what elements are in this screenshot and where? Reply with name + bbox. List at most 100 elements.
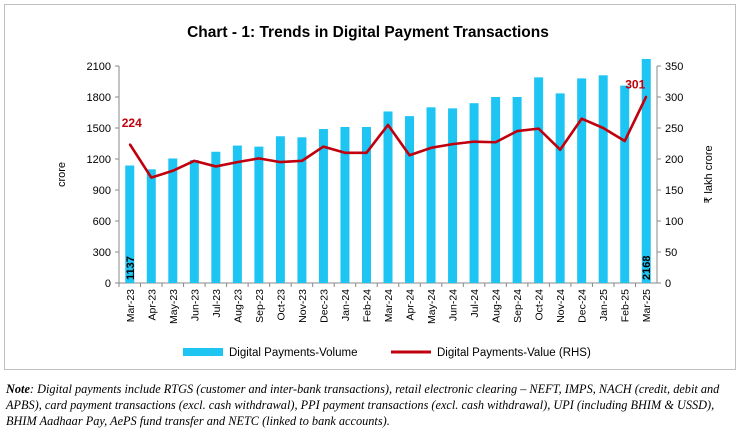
right-tick-label: 250 xyxy=(665,123,683,135)
x-tick-label: Aug-24 xyxy=(491,289,503,323)
x-tick-label: Sep-24 xyxy=(512,289,524,323)
volume-bar xyxy=(168,158,178,283)
value-point xyxy=(559,148,561,151)
x-tick-label: Jun-23 xyxy=(189,289,201,321)
legend-label-value: Digital Payments-Value (RHS) xyxy=(437,347,591,359)
x-tick-label: May-23 xyxy=(168,289,180,324)
x-tick-label: Jun-24 xyxy=(448,289,460,321)
value-point xyxy=(128,143,131,145)
legend-label-volume: Digital Payments-Volume xyxy=(229,347,357,359)
volume-bar xyxy=(598,75,608,283)
left-tick-label: 300 xyxy=(93,247,111,259)
right-axis-title: ₹ lakh crore xyxy=(703,145,715,203)
value-point xyxy=(408,154,411,157)
x-tick-label: Dec-23 xyxy=(318,289,330,323)
value-point xyxy=(150,176,153,179)
left-tick-label: 0 xyxy=(105,278,111,290)
value-point xyxy=(430,147,432,149)
volume-bar xyxy=(534,77,544,283)
left-tick-label: 1500 xyxy=(87,123,111,135)
x-tick-label: Apr-23 xyxy=(146,289,158,321)
line-data-label: 301 xyxy=(625,77,645,91)
right-tick-label: 50 xyxy=(665,247,677,259)
volume-bar xyxy=(318,129,328,283)
volume-bar xyxy=(426,107,436,283)
value-point xyxy=(623,140,626,142)
note-text: : Digital payments include RTGS (custome… xyxy=(6,382,720,428)
volume-bar xyxy=(297,137,307,283)
volume-bar xyxy=(361,126,371,283)
left-axis-title: crore xyxy=(56,162,68,187)
bar-data-label: 1137 xyxy=(125,256,137,280)
volume-bar xyxy=(577,78,587,284)
volume-bar xyxy=(620,85,630,283)
right-tick-label: 100 xyxy=(665,216,683,228)
left-tick-label: 1800 xyxy=(87,92,111,104)
x-tick-label: Mar-23 xyxy=(125,289,137,322)
volume-bar xyxy=(512,97,522,283)
x-tick-label: Jul-23 xyxy=(211,289,223,318)
left-tick-label: 900 xyxy=(93,185,111,197)
value-point xyxy=(279,161,282,163)
volume-bar xyxy=(555,93,565,283)
value-point xyxy=(494,141,497,144)
value-point xyxy=(645,95,648,98)
value-point xyxy=(580,117,583,120)
volume-bar xyxy=(491,97,501,283)
bar-data-label: 2168 xyxy=(641,256,653,280)
value-point xyxy=(602,127,604,129)
chart: Chart - 1: Trends in Digital Payment Tra… xyxy=(56,24,715,359)
volume-bar xyxy=(405,116,415,283)
x-tick-label: May-24 xyxy=(426,289,438,324)
chart-title: Chart - 1: Trends in Digital Payment Tra… xyxy=(187,24,549,41)
value-point xyxy=(473,140,475,143)
value-point xyxy=(516,130,518,132)
value-point xyxy=(344,152,346,154)
value-point xyxy=(236,161,239,163)
volume-bar xyxy=(641,58,651,284)
x-tick-label: Apr-24 xyxy=(405,289,417,321)
value-point xyxy=(365,152,368,154)
x-tick-label: Sep-23 xyxy=(254,289,266,323)
note-label: Note xyxy=(6,382,30,396)
left-tick-label: 2100 xyxy=(87,61,111,73)
value-point xyxy=(322,145,325,148)
value-point xyxy=(193,160,196,162)
volume-bar xyxy=(146,169,156,283)
value-point xyxy=(537,127,540,130)
x-tick-label: Nov-23 xyxy=(297,289,309,323)
left-tick-label: 600 xyxy=(93,216,111,228)
volume-bar xyxy=(211,151,221,283)
value-point xyxy=(172,169,174,172)
right-tick-label: 200 xyxy=(665,154,683,166)
right-tick-label: 150 xyxy=(665,185,683,197)
x-tick-label: Nov-24 xyxy=(555,289,567,323)
volume-bar xyxy=(275,136,285,283)
value-point xyxy=(258,157,260,160)
x-tick-label: Oct-23 xyxy=(275,289,287,321)
x-tick-label: Dec-24 xyxy=(577,289,589,323)
chart-frame: Chart - 1: Trends in Digital Payment Tra… xyxy=(4,4,736,370)
x-tick-label: Jan-25 xyxy=(598,289,610,321)
value-point xyxy=(451,143,454,145)
volume-bar xyxy=(448,108,458,283)
volume-bar xyxy=(254,146,264,283)
legend-swatch-volume xyxy=(183,348,223,356)
volume-bar xyxy=(232,145,242,283)
left-tick-label: 1200 xyxy=(87,154,111,166)
x-tick-label: Feb-24 xyxy=(361,289,373,322)
value-point xyxy=(301,160,303,162)
volume-bar xyxy=(469,103,479,283)
x-tick-label: Mar-25 xyxy=(641,289,653,322)
right-tick-label: 350 xyxy=(665,61,683,73)
volume-bar xyxy=(189,160,199,283)
chart-note: Note: Digital payments include RTGS (cus… xyxy=(6,381,738,429)
x-tick-label: Feb-25 xyxy=(620,289,632,322)
value-point xyxy=(215,165,217,168)
x-tick-label: Jan-24 xyxy=(340,289,352,321)
x-tick-label: Oct-24 xyxy=(534,289,546,321)
x-tick-label: Aug-23 xyxy=(232,289,244,323)
x-tick-label: Mar-24 xyxy=(383,289,395,322)
value-point xyxy=(387,124,389,126)
volume-bar xyxy=(340,126,350,283)
